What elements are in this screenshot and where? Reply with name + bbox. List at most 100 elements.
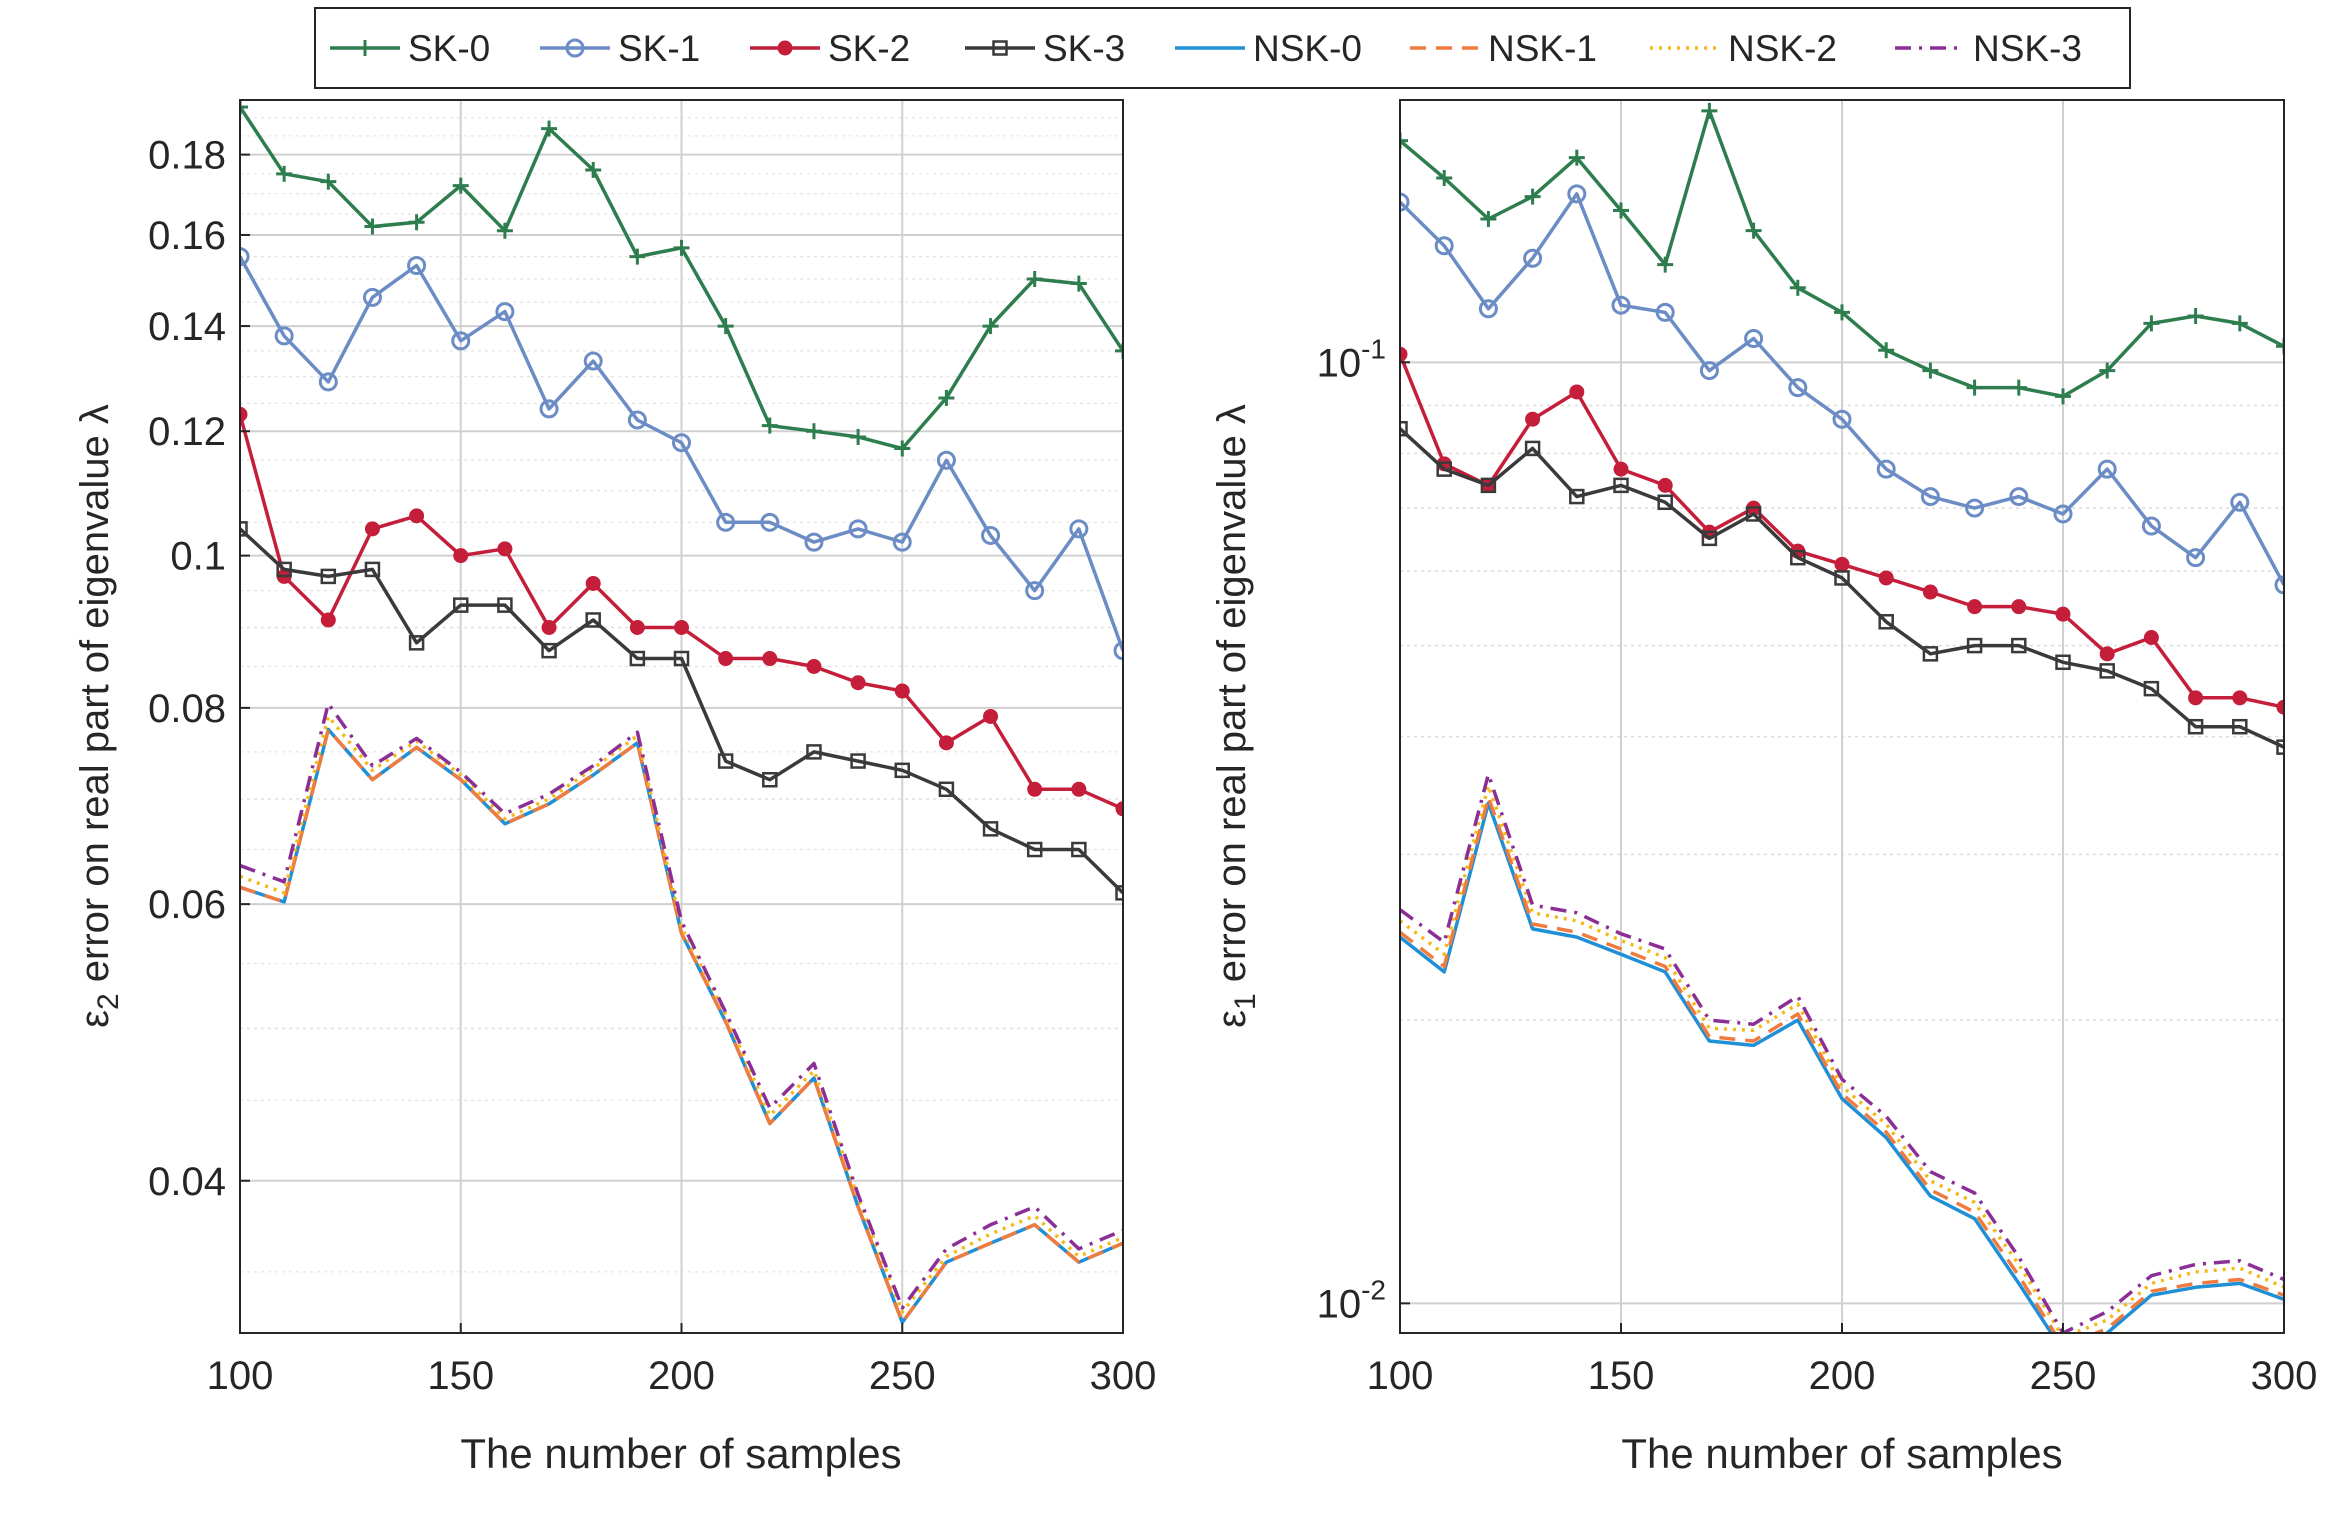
left-series-sk-0-marker (673, 239, 690, 256)
right-series-sk-1-marker (2097, 459, 2117, 479)
right-series-sk-3-marker (2055, 654, 2071, 671)
left-series-sk-0-marker (982, 318, 999, 335)
left-series-sk-0 (240, 100, 1123, 457)
left-series-sk-2-marker (409, 508, 425, 524)
left-series-sk-2-marker (453, 548, 469, 564)
right-series-nsk-3-line (1400, 772, 2284, 1333)
right-series-sk-1-marker (1523, 248, 1543, 268)
left-series-sk-1-marker (240, 247, 250, 267)
left-series-sk-3-marker (762, 771, 778, 788)
right-series-sk-3-marker (1922, 646, 1939, 662)
legend-item-sk-2-label: SK-2 (828, 28, 910, 69)
right-series-layer (1400, 102, 2284, 1333)
right-series-sk-3-marker (1966, 637, 1983, 654)
left-series-sk-3-marker (1115, 885, 1123, 901)
right-series-sk-0-marker (1400, 132, 1408, 149)
right-series-sk-1-marker (2230, 492, 2250, 512)
left-series-sk-3-marker (629, 650, 646, 667)
left-series-sk-2-marker (629, 620, 645, 636)
left-series-sk-2-marker (674, 620, 689, 636)
left-series-sk-1-marker (1025, 581, 1045, 601)
left-y-tick-label: 0.06 (148, 883, 226, 927)
legend-item-nsk-0: NSK-0 (1175, 28, 1362, 69)
right-series-nsk-1-line (1400, 795, 2284, 1333)
right-series-sk-0-marker (1701, 102, 1718, 119)
left-y-tick-label: 0.04 (148, 1160, 226, 1204)
right-series-nsk-1 (1400, 795, 2284, 1333)
left-series-sk-0-marker (717, 318, 734, 335)
right-series-sk-1-marker (1699, 361, 1719, 381)
left-series-sk-1-marker (892, 532, 912, 552)
left-series-sk-0-marker (320, 173, 337, 190)
left-series-sk-0-marker (585, 161, 602, 178)
right-y-label-text: error on real part of eigenvalue λ (1210, 404, 1254, 993)
right-series-nsk-3 (1400, 772, 2284, 1333)
right-series-sk-2-marker (1878, 570, 1894, 586)
right-series-sk-3-marker (2099, 663, 2115, 679)
right-series-sk-3-marker (1569, 488, 1585, 505)
right-series-sk-0-marker (1745, 222, 1762, 239)
right-series-sk-3-marker (1436, 461, 1452, 477)
right-series-sk-1-marker (2274, 575, 2284, 595)
left-y-tick-label: 0.16 (148, 214, 226, 258)
left-series-layer (240, 100, 1123, 1325)
right-series-sk-0-marker (1524, 188, 1541, 205)
left-series-sk-3-marker (453, 597, 469, 613)
left-series-sk-3-marker (497, 597, 513, 613)
left-series-sk-2-marker (806, 659, 822, 675)
right-series-sk-0-marker (1613, 202, 1629, 219)
right-series-sk-2-marker (1657, 477, 1673, 493)
right-series-sk-3 (1400, 420, 2284, 755)
left-series-sk-2-marker (320, 612, 336, 628)
legend-item-nsk-3: NSK-3 (1895, 28, 2082, 69)
right-series-sk-0 (1400, 102, 2284, 405)
right-series-sk-3-marker (1745, 506, 1762, 522)
right-x-tick-label: 250 (2030, 1354, 2097, 1398)
right-series-sk-2-marker (2188, 690, 2204, 706)
legend-item-nsk-3-label: NSK-3 (1973, 28, 2082, 69)
right-series-sk-3-marker (2187, 718, 2204, 735)
left-series-sk-1-marker (451, 331, 471, 351)
left-y-label-subscript: 2 (92, 993, 125, 1010)
right-series-sk-3-marker (2232, 718, 2248, 735)
right-series-sk-1-marker (1832, 409, 1852, 429)
legend-item-sk-3-marker (992, 40, 1008, 56)
right-series-sk-1-marker (1744, 329, 1764, 349)
left-tick-labels: 0.04 0.06 0.08 0.1 0.12 0.14 0.16 0.18 100 150 200… (148, 134, 1156, 1398)
left-series-sk-2-marker (894, 683, 910, 699)
legend-item-sk-1-label: SK-1 (618, 28, 700, 69)
left-series-sk-0-marker (276, 165, 293, 182)
right-series-sk-1-marker (1920, 487, 1940, 507)
right-series-sk-0-marker (1436, 169, 1453, 186)
left-series-sk-1-marker (583, 351, 603, 371)
left-series-sk-0-marker (240, 100, 248, 116)
left-series-sk-0-marker (805, 423, 822, 440)
right-y-tick-base: 10 (1317, 1282, 1362, 1326)
left-series-sk-1-marker (936, 450, 956, 470)
left-x-tick-label: 200 (648, 1354, 715, 1398)
legend-item-sk-0: SK-0 (330, 28, 490, 69)
right-series-sk-0-marker (2143, 315, 2160, 332)
left-series-sk-2-marker (585, 575, 601, 591)
legend-item-nsk-0-label: NSK-0 (1253, 28, 1362, 69)
legend-item-nsk-2: NSK-2 (1650, 28, 1837, 69)
left-series-sk-0-marker (938, 389, 955, 406)
legend-item-sk-0-marker (357, 40, 373, 56)
right-series-nsk-2-line (1400, 783, 2284, 1333)
right-series-sk-2-marker (2099, 646, 2115, 662)
left-series-sk-3-marker (673, 650, 690, 667)
legend-item-sk-0-label: SK-0 (408, 28, 490, 69)
right-series-sk-0-marker (2187, 307, 2204, 324)
right-y-label-subscript: 1 (1229, 993, 1262, 1010)
left-series-sk-1-line (240, 255, 1123, 652)
right-x-tick-label: 300 (2251, 1354, 2318, 1398)
left-series-sk-3-marker (276, 561, 292, 578)
right-series-sk-0-marker (1878, 342, 1895, 359)
right-series-sk-0-marker (1568, 149, 1585, 166)
left-series-sk-3-marker (1026, 841, 1043, 858)
right-series-nsk-2 (1400, 783, 2284, 1333)
right-series-sk-1-marker (1434, 236, 1454, 256)
